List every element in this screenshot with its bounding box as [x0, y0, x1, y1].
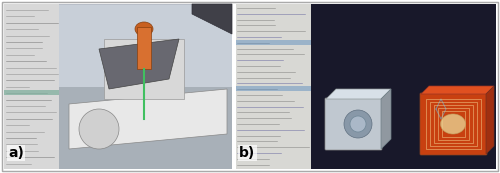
Polygon shape: [326, 89, 391, 99]
Text: a): a): [8, 146, 24, 160]
Bar: [236, 86, 311, 91]
Bar: [137, 27, 151, 69]
Polygon shape: [99, 39, 179, 89]
Bar: [236, 4, 311, 169]
Bar: [4, 90, 59, 95]
Text: b): b): [239, 146, 256, 160]
Polygon shape: [486, 86, 494, 154]
Ellipse shape: [440, 114, 466, 134]
Circle shape: [344, 110, 372, 138]
Bar: [426, 99, 481, 149]
Bar: [59, 87, 232, 169]
FancyBboxPatch shape: [420, 93, 487, 155]
Bar: [434, 105, 473, 143]
Circle shape: [350, 116, 366, 132]
Bar: [4, 4, 232, 169]
FancyBboxPatch shape: [325, 98, 382, 150]
Ellipse shape: [135, 22, 153, 36]
Bar: [438, 108, 469, 140]
Bar: [59, 5, 232, 87]
Bar: [104, 39, 184, 99]
Polygon shape: [69, 89, 227, 149]
Bar: [236, 40, 311, 45]
Bar: [430, 102, 477, 146]
Circle shape: [79, 109, 119, 149]
Polygon shape: [421, 86, 494, 94]
Bar: [442, 111, 465, 137]
Bar: [4, 4, 59, 169]
Bar: [311, 4, 496, 169]
Polygon shape: [381, 89, 391, 149]
Polygon shape: [192, 4, 232, 34]
